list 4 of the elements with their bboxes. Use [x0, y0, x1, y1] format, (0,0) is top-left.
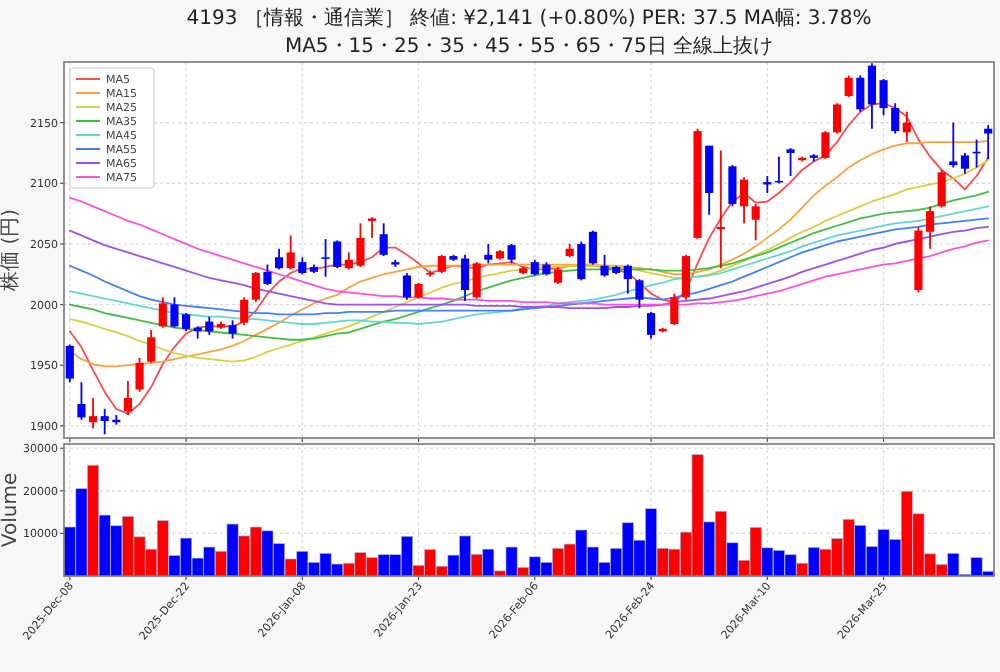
- chart-subtitle: MA5・15・25・35・45・55・65・75日 全線上抜け: [284, 34, 774, 58]
- y-axis-title: Volume: [0, 472, 22, 548]
- chart-title: 4193 ［情報・通信業］ 終値: ¥2,141 (+0.80%) PER: 37.5 MA幅: 3.78%: [186, 6, 872, 30]
- y-axis-title: 株価 (円): [0, 208, 22, 293]
